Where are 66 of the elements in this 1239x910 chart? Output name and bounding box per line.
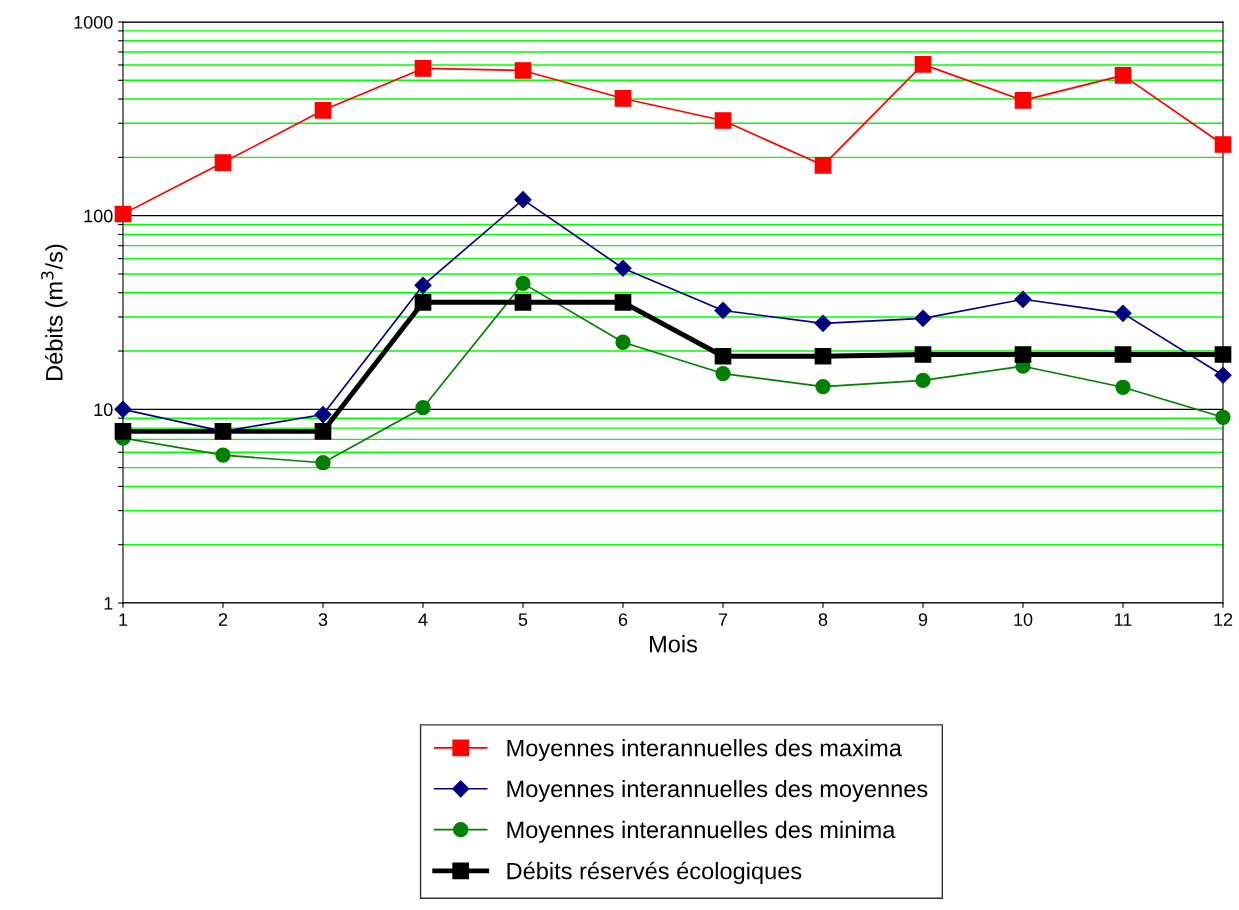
point (1214, 136, 1232, 153)
point (614, 293, 632, 311)
legend-label: Moyennes interannuelles des moyennes (507, 779, 928, 802)
point (514, 191, 532, 209)
point (1114, 67, 1132, 84)
point (414, 60, 432, 77)
point (1014, 290, 1032, 308)
point (615, 334, 631, 350)
point (515, 275, 531, 292)
y-tick-label: 1000 (74, 15, 113, 29)
point (915, 372, 931, 389)
point (114, 400, 132, 418)
x-tick-label: 1 (119, 613, 128, 626)
point (514, 293, 532, 311)
x-tick-label: 11 (1115, 613, 1132, 626)
point (214, 154, 232, 171)
point (114, 422, 132, 440)
point (1014, 346, 1032, 363)
point (814, 314, 832, 332)
point (215, 447, 231, 463)
legend-label: Moyennes interannuelles des maxima (507, 739, 902, 762)
x-tick-label: 5 (518, 613, 528, 626)
x-tick-label: 8 (818, 613, 828, 626)
point (414, 293, 432, 311)
point (114, 205, 132, 223)
point (1215, 409, 1231, 425)
point (314, 405, 332, 424)
point (914, 56, 932, 73)
x-axis-title: Mois (650, 635, 698, 653)
point (1115, 379, 1131, 395)
point (714, 347, 732, 365)
x-tick-label: 6 (618, 613, 628, 626)
x-tick-label: 7 (718, 613, 728, 626)
y-axis-title: Débits (m$^{3}$/s) (41, 244, 68, 380)
x-tick-label: 3 (318, 613, 328, 626)
y-tick-label: 10 (94, 403, 113, 417)
point (1114, 304, 1132, 322)
point (814, 347, 832, 365)
point (714, 112, 732, 129)
point (815, 378, 831, 395)
x-tick-label: 2 (218, 613, 228, 626)
x-tick-label: 9 (918, 613, 928, 626)
point (1114, 346, 1132, 363)
point (914, 346, 932, 363)
point (315, 455, 331, 471)
point (1014, 92, 1032, 109)
point (714, 301, 732, 320)
point (514, 62, 532, 79)
point (715, 365, 731, 382)
x-tick-label: 10 (1014, 613, 1033, 626)
point (414, 276, 432, 294)
point (415, 400, 431, 416)
point (614, 259, 632, 277)
x-tick-label: 12 (1214, 613, 1233, 626)
point (614, 90, 632, 107)
point (314, 422, 332, 440)
point (1214, 346, 1232, 363)
point (814, 156, 832, 174)
point (914, 309, 932, 327)
legend-label: Débits réservés écologiques (507, 861, 802, 885)
point (314, 101, 332, 119)
point (1214, 366, 1232, 384)
y-tick-label: 1 (104, 597, 113, 610)
y-tick-label: 100 (84, 209, 113, 223)
x-tick-label: 4 (418, 613, 428, 626)
legend-label: Moyennes interannuelles des minima (507, 820, 896, 843)
